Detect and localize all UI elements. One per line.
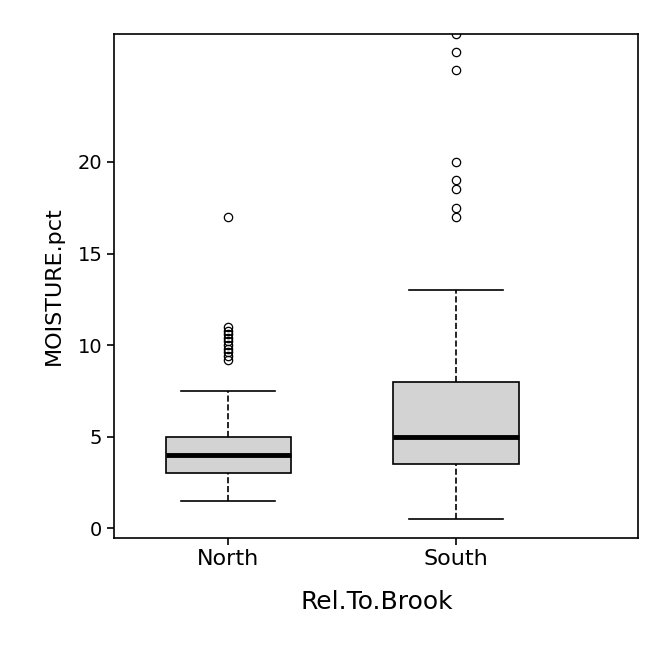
Y-axis label: MOISTURE.pct: MOISTURE.pct	[44, 206, 64, 365]
X-axis label: Rel.To.Brook: Rel.To.Brook	[300, 590, 453, 614]
FancyBboxPatch shape	[165, 437, 291, 474]
FancyBboxPatch shape	[393, 382, 519, 464]
